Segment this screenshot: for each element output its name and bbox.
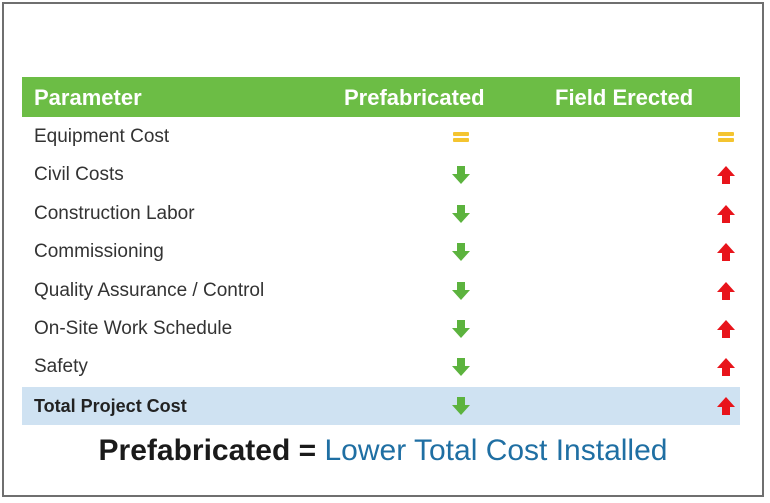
down-arrow-icon (451, 357, 471, 377)
up-arrow-icon (716, 396, 736, 416)
table-row: On-Site Work Schedule (22, 310, 740, 348)
total-row: Total Project Cost (22, 387, 740, 425)
row-label: Safety (34, 356, 88, 377)
table-row: Equipment Cost (22, 118, 740, 156)
up-arrow-icon (716, 357, 736, 377)
summary-result: Lower Total Cost Installed (324, 434, 668, 467)
down-arrow-icon (451, 319, 471, 339)
up-arrow-icon (716, 281, 736, 301)
header-field-erected: Field Erected (555, 85, 694, 110)
summary-statement: Prefabricated = Lower Total Cost Install… (0, 434, 766, 468)
table-row: Safety (22, 348, 740, 386)
equal-icon (716, 127, 736, 147)
table-row: Quality Assurance / Control (22, 272, 740, 310)
up-arrow-icon (716, 242, 736, 262)
equal-icon (451, 127, 471, 147)
table-row: Commissioning (22, 233, 740, 271)
row-label: Civil Costs (34, 164, 124, 185)
row-label: Total Project Cost (34, 396, 187, 416)
row-label: Construction Labor (34, 203, 195, 224)
down-arrow-icon (451, 165, 471, 185)
row-label: Commissioning (34, 241, 164, 262)
up-arrow-icon (716, 165, 736, 185)
row-label: On-Site Work Schedule (34, 318, 233, 339)
header-prefabricated: Prefabricated (344, 85, 485, 110)
down-arrow-icon (451, 281, 471, 301)
up-arrow-icon (716, 319, 736, 339)
down-arrow-icon (451, 204, 471, 224)
table-header: Parameter Prefabricated Field Erected (22, 77, 740, 117)
table-row: Civil Costs (22, 156, 740, 194)
summary-subject: Prefabricated (98, 434, 291, 467)
down-arrow-icon (451, 396, 471, 416)
row-label: Quality Assurance / Control (34, 280, 265, 301)
header-parameter: Parameter (34, 85, 142, 110)
summary-equals: = (298, 434, 317, 467)
table-row: Construction Labor (22, 195, 740, 233)
down-arrow-icon (451, 242, 471, 262)
row-label: Equipment Cost (34, 126, 170, 147)
up-arrow-icon (716, 204, 736, 224)
